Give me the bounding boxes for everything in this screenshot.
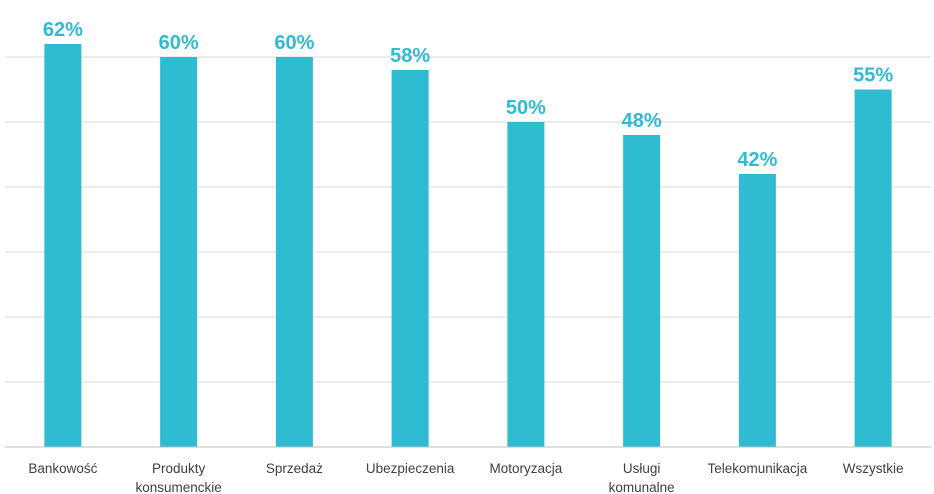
data-label: 50% bbox=[506, 97, 546, 119]
bar bbox=[44, 44, 82, 447]
category-label: Motoryzacja bbox=[489, 461, 562, 476]
category-label-line: Sprzedaż bbox=[266, 461, 323, 476]
category-label-line: Bankowość bbox=[28, 461, 97, 476]
category-label: Produkty konsumenckie bbox=[135, 461, 221, 494]
category-label-line: Usługi bbox=[623, 461, 661, 476]
bar bbox=[738, 174, 776, 447]
category-label-line: konsumenckie bbox=[135, 480, 221, 494]
category-label-line: Produkty bbox=[152, 461, 206, 476]
category-label: Ubezpieczenia bbox=[366, 461, 455, 476]
category-label: Telekomunikacja bbox=[707, 461, 807, 476]
data-label: 58% bbox=[390, 45, 430, 67]
bar bbox=[275, 57, 313, 447]
category-label-line: Telekomunikacja bbox=[707, 461, 807, 476]
data-label: 48% bbox=[622, 110, 662, 132]
bar bbox=[623, 135, 661, 447]
bar bbox=[391, 70, 429, 447]
category-label-line: Ubezpieczenia bbox=[366, 461, 455, 476]
data-label: 62% bbox=[43, 19, 83, 41]
category-labels: Bankowość Produkty konsumenckie Sprzedaż Ube… bbox=[28, 461, 903, 494]
category-label-line: Motoryzacja bbox=[489, 461, 562, 476]
bar bbox=[854, 89, 892, 447]
category-label: Sprzedaż bbox=[266, 461, 323, 476]
category-label: Wszystkie bbox=[843, 461, 904, 476]
category-label-line: Wszystkie bbox=[843, 461, 904, 476]
category-label-line: komunalne bbox=[609, 480, 675, 494]
gridlines bbox=[5, 56, 931, 383]
data-label: 60% bbox=[159, 32, 199, 54]
category-label: Usługi komunalne bbox=[609, 461, 675, 494]
data-labels: 62% 60% 60% 58% 50% 48% 42% 55% bbox=[43, 19, 893, 171]
data-label: 55% bbox=[853, 65, 893, 87]
bar bbox=[160, 57, 198, 447]
data-label: 42% bbox=[737, 149, 777, 171]
bars bbox=[44, 44, 892, 447]
bar bbox=[507, 122, 545, 447]
category-label: Bankowość bbox=[28, 461, 97, 476]
data-label: 60% bbox=[274, 32, 314, 54]
